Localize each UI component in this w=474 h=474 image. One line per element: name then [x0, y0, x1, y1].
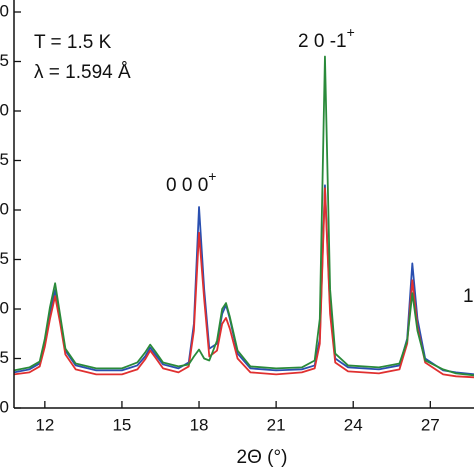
x-tick-label: 24 — [344, 415, 363, 434]
x-tick-label: 15 — [112, 415, 131, 434]
annotation: 0 0 0+ — [166, 168, 216, 196]
annotation: T = 1.5 K — [34, 32, 112, 53]
data-line — [13, 187, 474, 379]
annotation-text: 0 0 0 — [166, 175, 208, 196]
y-tick-label: 35 — [0, 51, 9, 70]
plot-area: 0 5 10 15 20 25 30 35 40 12 15 18 21 24 27 — [0, 0, 474, 434]
x-tick-label: 27 — [421, 415, 440, 434]
annotation: 1 — [463, 286, 474, 307]
annotation: 2 0 -1+ — [298, 24, 355, 52]
y-tick-label: 25 — [0, 150, 9, 169]
y-tick-label: 15 — [0, 249, 9, 268]
x-axis-label: 2Θ (°) — [237, 447, 288, 468]
annotation-text: 2 0 -1 — [298, 31, 347, 52]
x-tick-label: 18 — [190, 415, 209, 434]
data-line — [13, 184, 474, 376]
y-tick-label: 30 — [0, 100, 9, 119]
x-tick-label: 12 — [35, 415, 54, 434]
y-tick-label: 0 — [0, 397, 9, 416]
annotation: λ = 1.594 Å — [34, 62, 131, 83]
data-line — [13, 55, 474, 377]
y-tick-label: 10 — [0, 298, 9, 317]
y-tick-label: 40 — [0, 1, 9, 20]
y-tick-label: 20 — [0, 199, 9, 218]
annotation-superscript: + — [347, 24, 355, 40]
y-tick-label: 5 — [0, 348, 9, 367]
annotation-superscript: + — [208, 168, 216, 184]
x-tick-label: 21 — [267, 415, 286, 434]
